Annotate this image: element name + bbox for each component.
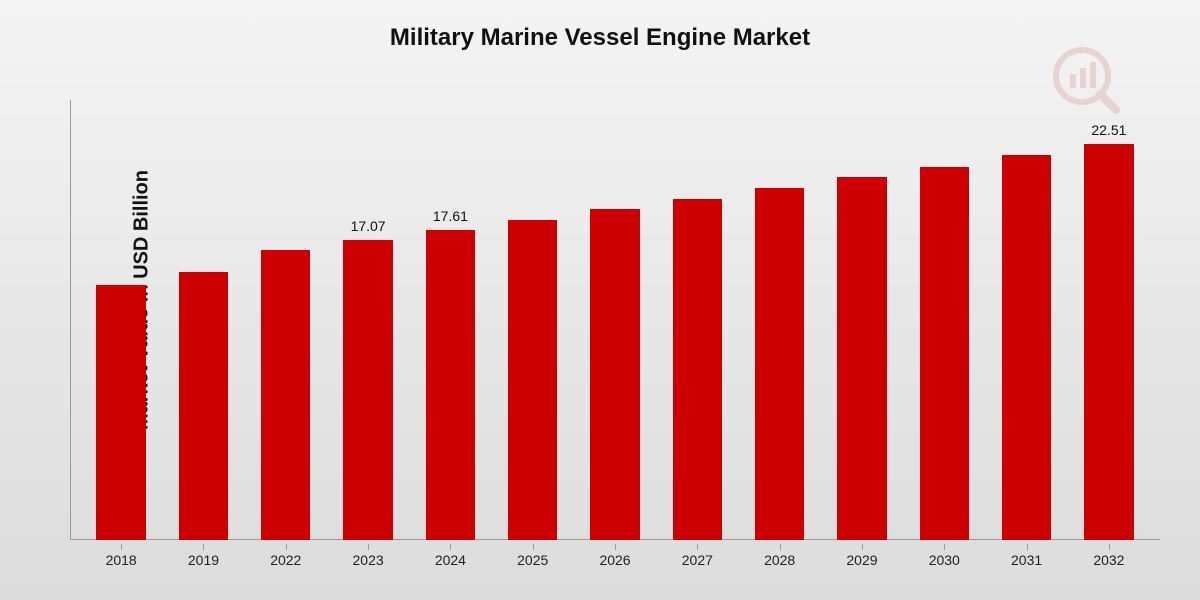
bar-wrap	[574, 100, 656, 540]
x-tick-label: 2028	[739, 552, 821, 568]
bar	[590, 209, 639, 540]
x-tick-label: 2032	[1068, 552, 1150, 568]
bar-wrap	[656, 100, 738, 540]
bar	[1084, 144, 1133, 540]
x-tick-label: 2018	[80, 552, 162, 568]
bar	[96, 285, 145, 540]
bar	[508, 220, 557, 540]
x-tick-label: 2026	[574, 552, 656, 568]
bar-wrap	[985, 100, 1067, 540]
x-tick-label: 2023	[327, 552, 409, 568]
bar-wrap	[903, 100, 985, 540]
bar-wrap	[80, 100, 162, 540]
bar	[755, 188, 804, 540]
bar	[426, 230, 475, 540]
bar	[179, 272, 228, 540]
bar-wrap	[245, 100, 327, 540]
bar-value-label: 17.61	[409, 208, 491, 224]
bar-wrap	[821, 100, 903, 540]
bar	[1002, 155, 1051, 540]
bar-value-label: 17.07	[327, 218, 409, 234]
x-tick-label: 2019	[162, 552, 244, 568]
bar	[837, 177, 886, 540]
bar-wrap	[739, 100, 821, 540]
bar	[343, 240, 392, 540]
x-tick-label: 2027	[656, 552, 738, 568]
x-tick-label: 2024	[409, 552, 491, 568]
chart-title: Military Marine Vessel Engine Market	[0, 24, 1200, 52]
bar-wrap: 17.07	[327, 100, 409, 540]
bar	[920, 167, 969, 540]
plot-area: 17.0717.6122.51 201820192022202320242025…	[70, 100, 1160, 540]
bar	[673, 199, 722, 540]
bar-wrap: 22.51	[1068, 100, 1150, 540]
bar-wrap	[162, 100, 244, 540]
x-ticks-container: 2018201920222023202420252026202720282029…	[70, 552, 1160, 568]
bar-value-label: 22.51	[1068, 122, 1150, 138]
bar-wrap	[492, 100, 574, 540]
x-tick-label: 2029	[821, 552, 903, 568]
x-tick-label: 2031	[985, 552, 1067, 568]
bar-wrap: 17.61	[409, 100, 491, 540]
x-tick-label: 2025	[492, 552, 574, 568]
bars-container: 17.0717.61 22.51	[70, 100, 1160, 540]
bar	[261, 250, 310, 540]
x-tick-label: 2030	[903, 552, 985, 568]
x-tick-label: 2022	[245, 552, 327, 568]
